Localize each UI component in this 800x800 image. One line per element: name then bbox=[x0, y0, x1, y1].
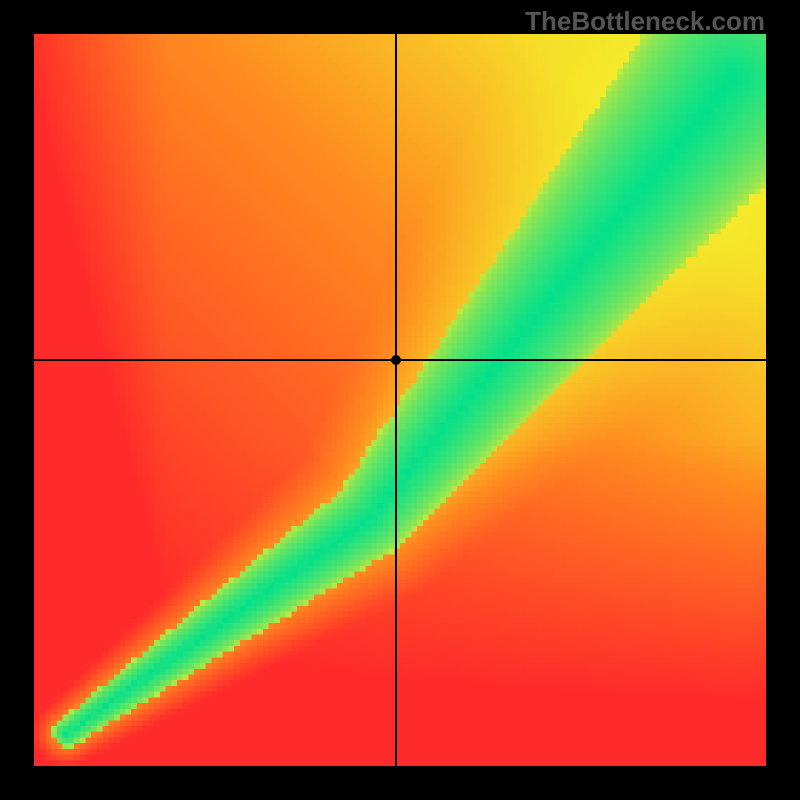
chart-container: TheBottleneck.com bbox=[0, 0, 800, 800]
selected-point-marker bbox=[391, 355, 401, 365]
watermark-text: TheBottleneck.com bbox=[525, 6, 765, 37]
heatmap-canvas bbox=[34, 34, 766, 766]
crosshair-vertical bbox=[395, 34, 397, 766]
heatmap-plot-area bbox=[34, 34, 766, 766]
